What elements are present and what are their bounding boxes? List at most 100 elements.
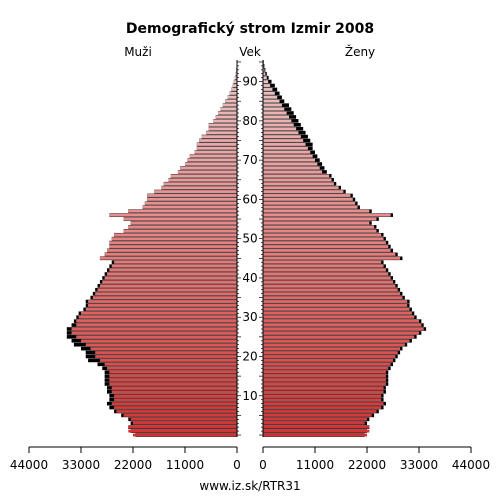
- female-bar-age-51: [263, 233, 382, 237]
- age-tick-label: 30: [242, 310, 257, 324]
- age-tick-label: 80: [242, 114, 257, 128]
- female-bar-age-42: [263, 268, 386, 272]
- male-bar-age-2: [128, 425, 237, 429]
- male-bar-age-78: [208, 127, 237, 131]
- female-bar-age-65: [263, 178, 332, 182]
- female-bar-age-13: [263, 382, 386, 386]
- female-bar-age-90: [263, 80, 269, 84]
- female-bar-age-30: [263, 315, 415, 319]
- age-tick-label: 10: [242, 389, 257, 403]
- female-bar-age-33: [263, 304, 408, 307]
- male-bar-age-50: [111, 237, 237, 241]
- female-bar-age-63: [263, 186, 339, 190]
- female-bar-age-92: [263, 72, 266, 76]
- chart-title: Demografický strom Izmir 2008: [126, 21, 374, 37]
- age-tick-label: 70: [242, 153, 257, 167]
- female-bar-age-76: [263, 135, 301, 138]
- male-bar-age-44: [114, 260, 237, 264]
- male-bar-age-83: [220, 107, 237, 111]
- male-bar-age-29: [76, 319, 237, 323]
- male-bar-age-45: [99, 256, 237, 260]
- female-bar-age-29: [263, 319, 419, 323]
- female-bar-age-85: [263, 99, 280, 103]
- female-bar-age-56: [263, 213, 391, 217]
- female-bar-age-25: [263, 335, 415, 339]
- male-bar-age-43: [111, 264, 237, 268]
- female-bar-age-49: [263, 241, 386, 245]
- female-bar-age-57: [263, 209, 370, 213]
- female-bar-age-24: [263, 339, 410, 343]
- male-bar-age-0: [133, 433, 237, 437]
- female-bar-age-79: [263, 123, 294, 127]
- male-bar-age-25: [76, 335, 237, 339]
- male-x-tick-label: 22000: [114, 458, 152, 472]
- female-bar-age-4: [263, 417, 367, 421]
- female-bar-age-80: [263, 119, 292, 123]
- male-bar-age-39: [102, 280, 237, 284]
- male-bar-age-33: [88, 304, 237, 307]
- female-bar-age-75: [263, 139, 304, 142]
- male-x-tick-label: 11000: [166, 458, 204, 472]
- male-bar-age-6: [116, 410, 237, 413]
- female-bar-age-60: [263, 197, 353, 201]
- male-bar-age-28: [76, 323, 237, 327]
- male-bar-age-56: [109, 213, 237, 217]
- female-x-tick-label: 22000: [348, 458, 386, 472]
- male-bar-age-67: [177, 170, 237, 174]
- male-bar-age-41: [107, 272, 237, 276]
- female-bar-age-21: [263, 351, 398, 354]
- male-bar-age-55: [123, 217, 237, 221]
- female-bar-age-66: [263, 174, 330, 178]
- male-bar-age-69: [185, 162, 237, 166]
- female-bar-age-77: [263, 131, 299, 135]
- male-bar-age-49: [109, 241, 237, 245]
- female-bar-age-48: [263, 245, 389, 248]
- female-bar-age-61: [263, 194, 351, 197]
- female-bar-age-20: [263, 355, 396, 358]
- female-bar-age-10: [263, 394, 382, 398]
- male-bar-age-47: [107, 249, 237, 252]
- female-bar-age-91: [263, 76, 267, 80]
- female-bar-age-1: [263, 429, 370, 433]
- male-bar-age-64: [163, 182, 237, 186]
- male-bar-age-54: [130, 221, 237, 225]
- female-bar-age-17: [263, 366, 389, 370]
- female-bar-age-23: [263, 343, 405, 347]
- male-bar-age-57: [128, 209, 237, 213]
- female-bar-age-41: [263, 272, 389, 276]
- male-bar-age-11: [111, 390, 237, 394]
- age-axis: 10 20 30 40 50 60 70 80 90: [236, 60, 264, 437]
- female-bar-age-73: [263, 146, 308, 150]
- female-bar-age-62: [263, 190, 344, 193]
- female-bar-age-28: [263, 323, 422, 327]
- male-bar-age-92: [235, 72, 237, 76]
- female-bar-age-16: [263, 370, 386, 374]
- female-bar-age-35: [263, 296, 403, 300]
- male-bar-age-72: [194, 150, 237, 154]
- female-bar-age-72: [263, 150, 311, 154]
- male-bar-age-13: [109, 382, 237, 386]
- male-bar-age-9: [114, 398, 237, 402]
- right-series-label: Ženy: [345, 44, 375, 59]
- male-bar-age-7: [114, 406, 237, 409]
- age-tick-label: 20: [242, 349, 257, 363]
- age-tick-label: 40: [242, 271, 257, 285]
- age-tick-label: 90: [242, 75, 257, 89]
- male-bar-age-37: [97, 288, 237, 292]
- female-bar-age-88: [263, 88, 273, 91]
- male-bar-age-38: [99, 284, 237, 288]
- female-bar-age-19: [263, 359, 393, 362]
- female-bar-age-37: [263, 288, 398, 292]
- female-bar-age-26: [263, 331, 419, 335]
- male-bar-age-4: [130, 417, 237, 421]
- male-bar-age-1: [128, 429, 237, 433]
- female-bar-age-32: [263, 307, 410, 311]
- male-bar-age-19: [99, 359, 237, 362]
- male-bar-age-18: [104, 362, 238, 366]
- male-bar-age-65: [168, 178, 237, 182]
- female-bar-age-0: [263, 433, 367, 437]
- male-bar-age-10: [114, 394, 237, 398]
- male-bar-age-36: [95, 292, 237, 296]
- center-axis-label: Vek: [239, 45, 261, 59]
- female-bar-age-55: [263, 217, 377, 221]
